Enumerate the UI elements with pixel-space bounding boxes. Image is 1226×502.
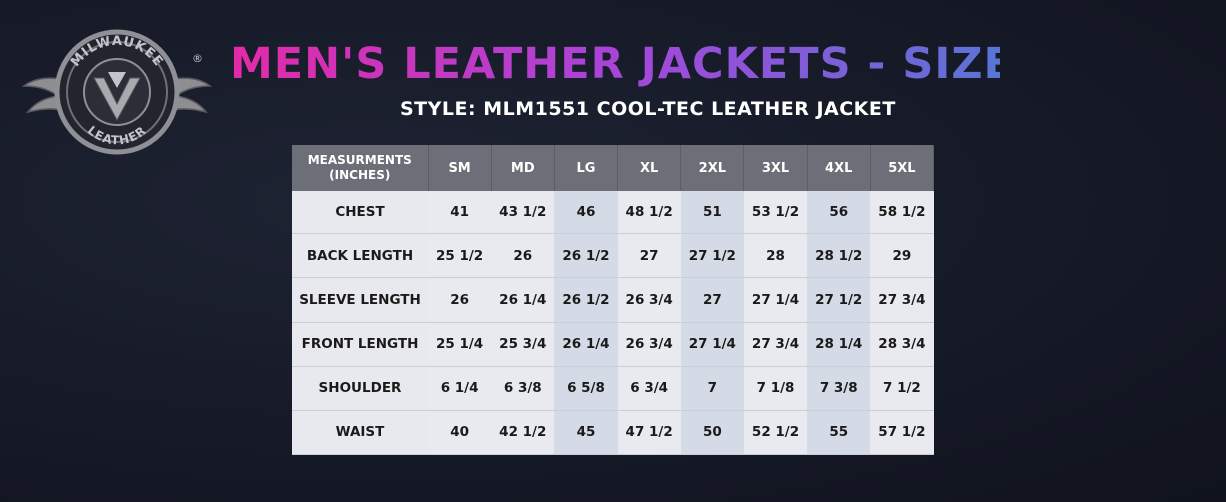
table-cell: 27 3/4 xyxy=(743,322,808,367)
size-header-4xl: 4XL xyxy=(807,145,871,191)
table-cell: 27 1/2 xyxy=(807,277,871,323)
table-cell: 40 xyxy=(428,410,492,456)
table-cell: 27 1/4 xyxy=(743,277,808,323)
table-cell: 26 1/4 xyxy=(554,322,618,367)
page-title: MEN'S LEATHER JACKETS - SIZE CHART xyxy=(230,34,1195,94)
size-header-2xl: 2XL xyxy=(680,145,745,191)
measurements-header-line1: MEASURMENTS xyxy=(307,153,412,167)
table-cell: 28 xyxy=(743,233,808,279)
table-cell: 41 xyxy=(428,191,492,235)
table-cell: 28 1/4 xyxy=(807,322,871,367)
size-chart-table: MEASURMENTS (INCHES) SM MD LG XL 2XL 3XL… xyxy=(292,145,935,456)
table-cell: 55 xyxy=(807,410,871,456)
table-cell: 57 1/2 xyxy=(870,410,934,456)
size-header-md: MD xyxy=(491,145,555,191)
row-label: SLEEVE LENGTH xyxy=(292,277,428,323)
table-cell: 7 xyxy=(680,366,744,411)
table-cell: 6 3/8 xyxy=(491,366,555,411)
table-cell: 28 1/2 xyxy=(807,233,871,279)
table-cell: 25 1/2 xyxy=(428,233,492,279)
table-cell: 7 3/8 xyxy=(807,366,871,411)
table-cell: 26 1/2 xyxy=(554,233,618,279)
row-label: SHOULDER xyxy=(292,366,428,411)
table-cell: 7 1/2 xyxy=(870,366,934,411)
table-cell: 28 3/4 xyxy=(870,322,934,367)
table-cell: 51 xyxy=(680,191,744,235)
size-header-3xl: 3XL xyxy=(743,145,808,191)
table-cell: 56 xyxy=(807,191,871,235)
table-cell: 50 xyxy=(680,410,744,456)
table-cell: 6 3/4 xyxy=(617,366,681,411)
table-cell: 26 xyxy=(491,233,555,279)
table-row-chest: CHEST 41 43 1/2 46 48 1/2 51 53 1/2 56 5… xyxy=(292,191,934,235)
table-cell: 26 1/4 xyxy=(491,277,555,323)
row-label: WAIST xyxy=(292,410,428,456)
row-label: FRONT LENGTH xyxy=(292,322,428,367)
page-subtitle: STYLE: MLM1551 COOL-TEC LEATHER JACKET xyxy=(400,98,896,120)
table-cell: 26 1/2 xyxy=(554,277,618,323)
table-row-front-length: FRONT LENGTH 25 1/4 25 3/4 26 1/4 26 3/4… xyxy=(292,322,934,367)
table-row-sleeve-length: SLEEVE LENGTH 26 26 1/4 26 1/2 26 3/4 27… xyxy=(292,277,934,323)
table-cell: 6 1/4 xyxy=(428,366,492,411)
table-row-waist: WAIST 40 42 1/2 45 47 1/2 50 52 1/2 55 5… xyxy=(292,410,934,456)
table-cell: 27 1/2 xyxy=(680,233,744,279)
table-cell: 47 1/2 xyxy=(617,410,681,456)
table-cell: 52 1/2 xyxy=(743,410,808,456)
table-cell: 29 xyxy=(870,233,934,279)
table-cell: 25 1/4 xyxy=(428,322,492,367)
table-row-back-length: BACK LENGTH 25 1/2 26 26 1/2 27 27 1/2 2… xyxy=(292,233,934,279)
milwaukee-leather-logo: MILWAUKEE LEATHER ® xyxy=(22,29,212,155)
row-label: BACK LENGTH xyxy=(292,233,428,279)
row-label: CHEST xyxy=(292,191,428,235)
table-cell: 27 xyxy=(617,233,681,279)
size-header-5xl: 5XL xyxy=(870,145,935,191)
table-cell: 48 1/2 xyxy=(617,191,681,235)
table-cell: 46 xyxy=(554,191,618,235)
table-cell: 27 3/4 xyxy=(870,277,934,323)
table-cell: 25 3/4 xyxy=(491,322,555,367)
table-cell: 26 3/4 xyxy=(617,322,681,367)
table-row-shoulder: SHOULDER 6 1/4 6 3/8 6 5/8 6 3/4 7 7 1/8… xyxy=(292,366,934,411)
table-header-row: MEASURMENTS (INCHES) SM MD LG XL 2XL 3XL… xyxy=(292,145,935,191)
size-header-lg: LG xyxy=(554,145,619,191)
table-cell: 43 1/2 xyxy=(491,191,555,235)
table-cell: 6 5/8 xyxy=(554,366,618,411)
table-cell: 42 1/2 xyxy=(491,410,555,456)
table-cell: 45 xyxy=(554,410,618,456)
table-cell: 27 1/4 xyxy=(680,322,744,367)
size-header-xl: XL xyxy=(617,145,682,191)
table-cell: 7 1/8 xyxy=(743,366,808,411)
registered-mark: ® xyxy=(192,52,203,65)
measurements-header: MEASURMENTS (INCHES) xyxy=(292,145,429,191)
measurements-header-line2: (INCHES) xyxy=(329,168,391,182)
table-cell: 53 1/2 xyxy=(743,191,808,235)
table-cell: 27 xyxy=(680,277,744,323)
table-cell: 58 1/2 xyxy=(870,191,934,235)
size-header-sm: SM xyxy=(428,145,492,191)
table-cell: 26 xyxy=(428,277,492,323)
table-cell: 26 3/4 xyxy=(617,277,681,323)
